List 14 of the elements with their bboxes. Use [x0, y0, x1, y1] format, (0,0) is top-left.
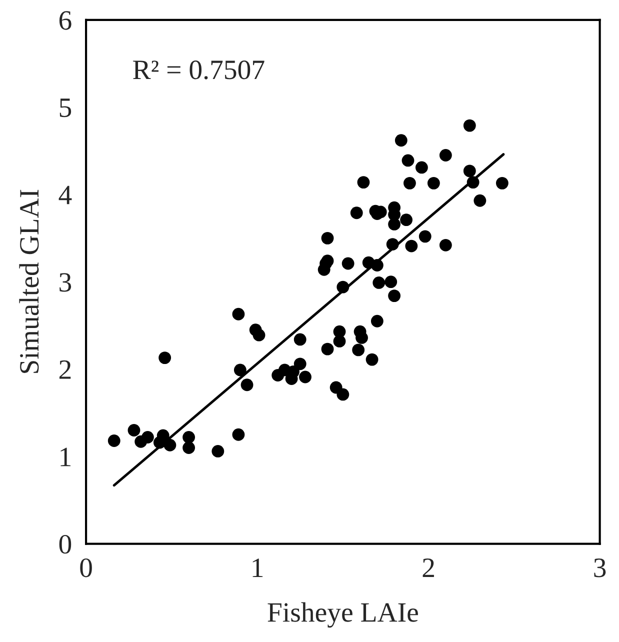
y-tick-label: 0 [59, 534, 72, 554]
x-axis-title: Fisheye LAIe [268, 602, 418, 628]
y-tick-label: 3 [60, 273, 72, 292]
x-tick-label: 2 [422, 558, 434, 577]
annotation: R² = 0.7507 [133, 60, 264, 80]
x-tick-label: 0 [80, 558, 92, 578]
y-tick-label: 5 [60, 98, 72, 118]
y-axis-title: Simualted GLAI [19, 190, 39, 373]
y-tick-label: 2 [59, 360, 71, 379]
y-tick-label: 6 [59, 11, 72, 30]
y-tick-label: 1 [60, 448, 70, 466]
x-tick-label: 1 [252, 558, 263, 577]
x-tick-label: 3 [594, 558, 606, 578]
y-tick-label: 4 [58, 186, 72, 204]
